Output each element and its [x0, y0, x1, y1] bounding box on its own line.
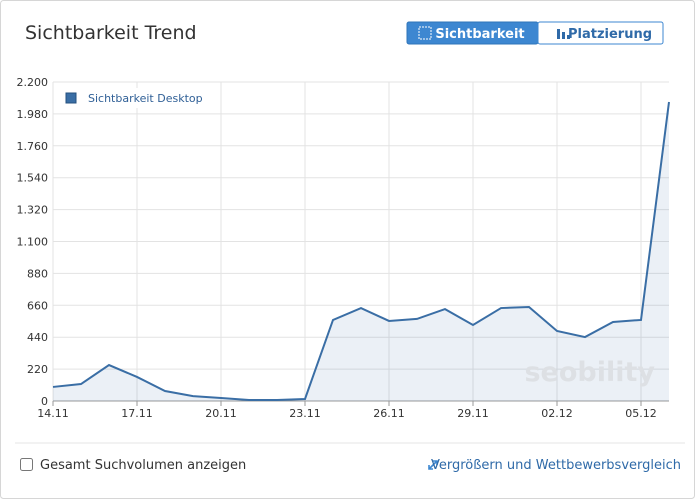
x-tick-label: 26.11 — [373, 407, 405, 420]
y-tick-label: 880 — [27, 267, 48, 280]
y-tick-label: 660 — [27, 299, 48, 312]
area — [53, 102, 669, 401]
legend-label: Sichtbarkeit Desktop — [88, 92, 203, 105]
icon — [562, 32, 565, 39]
tab-label[interactable]: Platzierung — [568, 27, 652, 42]
x-tick-label: 05.12 — [625, 407, 657, 420]
y-tick-label: 2.200 — [17, 76, 49, 89]
y-tick-label: 0 — [41, 395, 48, 408]
expand-icon — [428, 460, 438, 470]
x-tick-label: 29.11 — [457, 407, 489, 420]
link[interactable]: Vergrößern und Wettbewerbsvergleich — [431, 458, 681, 473]
x-tick-label: 23.11 — [289, 407, 321, 420]
tab-label[interactable]: Sichtbarkeit — [435, 27, 524, 42]
x-tick-label: 17.11 — [121, 407, 153, 420]
checkbox-label[interactable]: Gesamt Suchvolumen anzeigen — [40, 458, 246, 473]
legend-swatch — [65, 92, 77, 104]
icon — [567, 35, 570, 39]
y-tick-label: 1.540 — [17, 172, 49, 185]
y-tick-label: 1.100 — [17, 236, 49, 249]
watermark: seobility — [524, 357, 655, 388]
title: Sichtbarkeit Trend — [25, 22, 197, 44]
y-tick-label: 220 — [27, 363, 48, 376]
y-tick-label: 1.980 — [17, 108, 49, 121]
x-tick-label: 14.11 — [37, 407, 69, 420]
icon — [557, 29, 560, 39]
x-tick-label: 20.11 — [205, 407, 237, 420]
line — [52, 101, 670, 401]
icon — [418, 26, 432, 40]
y-tick-label: 1.320 — [17, 204, 49, 217]
legend — [62, 88, 202, 108]
y-tick-label: 440 — [27, 331, 48, 344]
x-tick-label: 02.12 — [541, 407, 573, 420]
checkbox[interactable] — [20, 458, 33, 471]
y-tick-label: 1.760 — [17, 140, 49, 153]
